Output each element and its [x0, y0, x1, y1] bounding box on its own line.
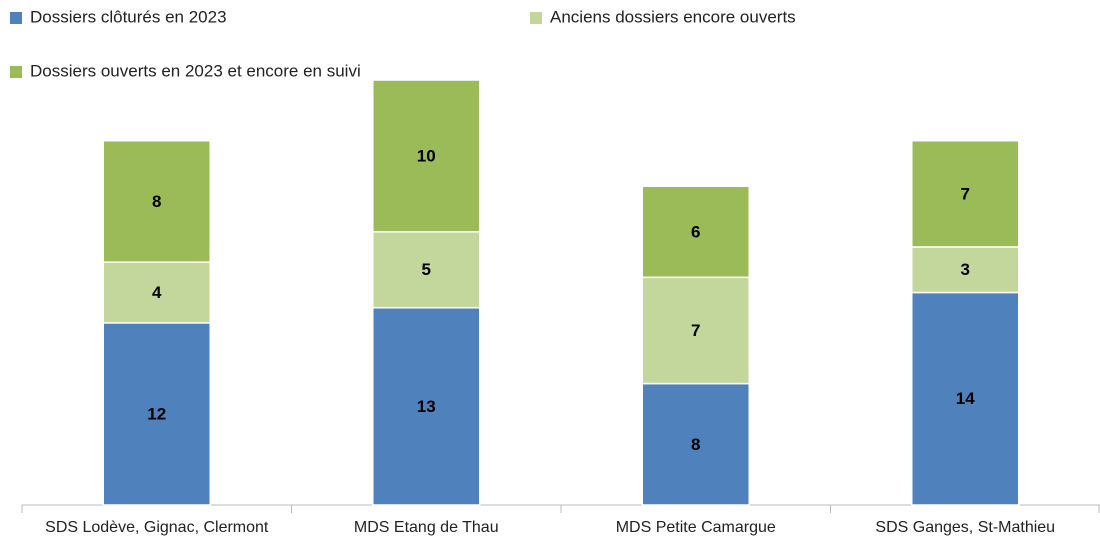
x-tick-label: MDS Petite Camargue	[616, 519, 776, 536]
bar-segment	[911, 139, 1020, 248]
data-label: 13	[417, 397, 436, 416]
x-tick-label: SDS Ganges, St-Mathieu	[875, 519, 1055, 536]
data-label: 14	[956, 389, 975, 408]
bar-segment	[372, 231, 481, 309]
bar-segment	[102, 261, 211, 324]
x-tick-label: SDS Lodève, Gignac, Clermont	[45, 519, 269, 536]
data-label: 5	[422, 260, 431, 279]
data-label: 4	[152, 283, 162, 302]
bar-segment	[911, 291, 1020, 506]
bar-segment	[911, 246, 1020, 294]
x-tick-label: MDS Etang de Thau	[354, 519, 499, 536]
data-label: 8	[152, 192, 161, 211]
legend-swatch	[530, 12, 542, 24]
data-label: 7	[691, 321, 700, 340]
data-label: 8	[691, 435, 700, 454]
legend-label: Dossiers clôturés en 2023	[30, 7, 227, 26]
data-label: 12	[147, 404, 166, 423]
bar-segment	[641, 185, 750, 279]
legend-swatch	[10, 66, 22, 78]
bar-segment	[372, 79, 481, 233]
data-label: 3	[961, 260, 970, 279]
legend-label: Dossiers ouverts en 2023 et encore en su…	[30, 61, 361, 80]
legend-label: Anciens dossiers encore ouverts	[550, 7, 796, 26]
bar-segment	[641, 382, 750, 506]
data-label: 7	[961, 184, 970, 203]
data-label: 6	[691, 222, 700, 241]
data-label: 10	[417, 146, 436, 165]
bar-segment	[102, 322, 211, 506]
legend-swatch	[10, 12, 22, 24]
bar-segment	[641, 276, 750, 385]
bar-segment	[102, 139, 211, 263]
